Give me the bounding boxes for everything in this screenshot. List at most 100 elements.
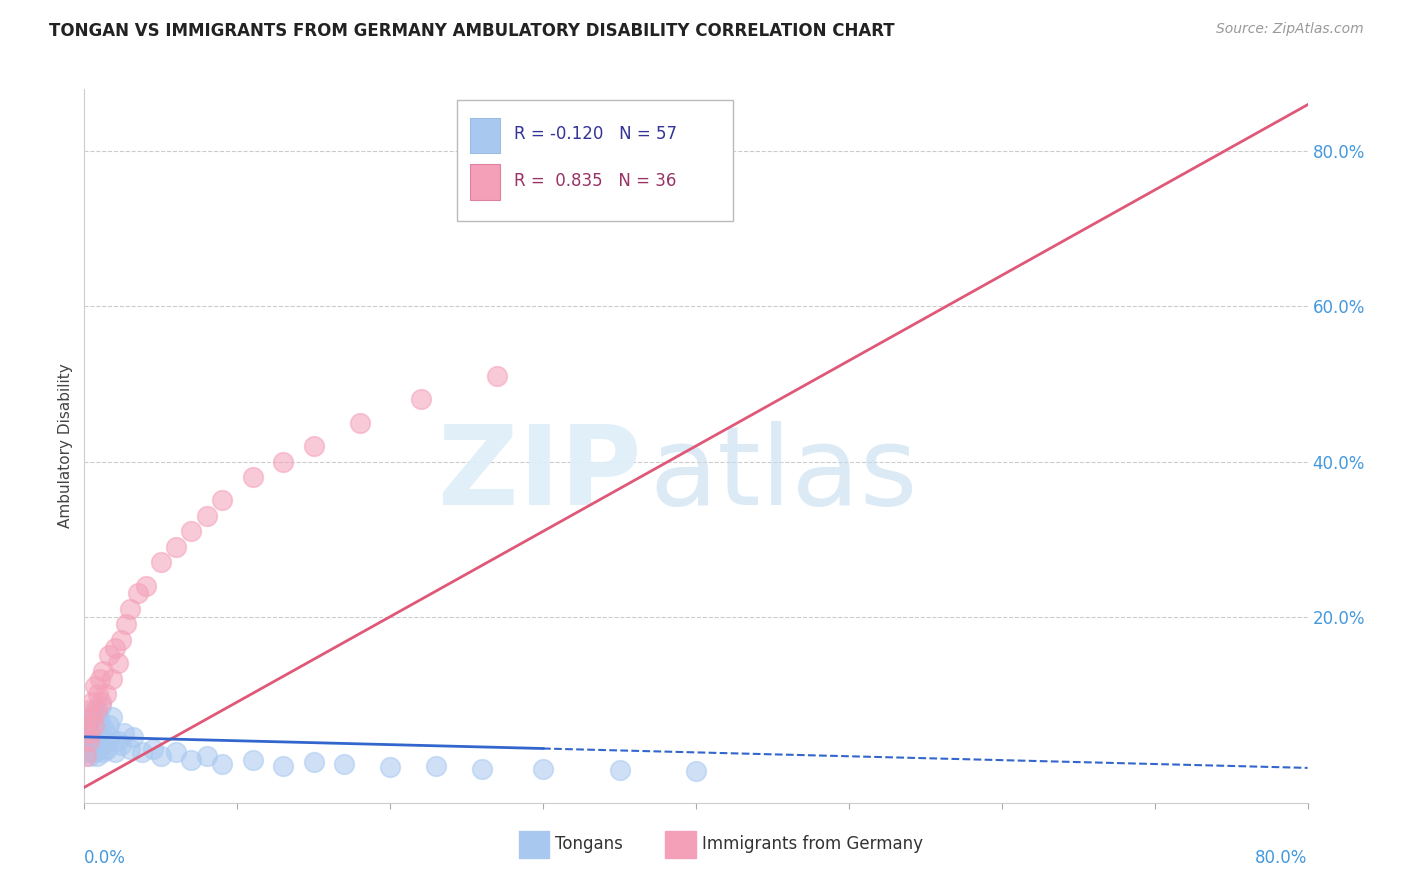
Point [486,369,509,384]
Point [135,579,157,593]
Point [77,718,100,732]
Point [180,524,202,539]
Point [104,745,127,759]
Point [409,392,432,407]
Point [80,733,103,747]
Point [380,760,402,774]
Point [165,745,187,759]
Point [271,454,294,468]
Point [83,722,105,736]
Point [149,749,172,764]
Point [165,540,187,554]
Point [107,656,129,670]
Point [101,672,124,686]
Point [425,758,447,772]
Point [86,703,108,717]
Point [86,749,108,764]
Point [77,738,100,752]
Point [211,493,233,508]
Point [83,718,105,732]
Point [609,763,631,777]
Point [76,745,98,759]
Point [89,741,111,756]
Point [110,632,132,647]
Point [131,745,153,759]
Point [80,714,103,729]
Point [271,758,294,772]
FancyBboxPatch shape [470,164,501,200]
Point [94,687,117,701]
Point [84,718,107,732]
Point [80,695,103,709]
Text: TONGAN VS IMMIGRANTS FROM GERMANY AMBULATORY DISABILITY CORRELATION CHART: TONGAN VS IMMIGRANTS FROM GERMANY AMBULA… [49,22,894,40]
Point [180,753,202,767]
Point [83,745,105,759]
Point [142,741,165,756]
Point [76,726,98,740]
Text: R =  0.835   N = 36: R = 0.835 N = 36 [513,171,676,189]
Point [84,703,107,717]
Point [86,722,108,736]
Point [90,726,112,740]
Point [79,722,101,736]
Text: 0.0%: 0.0% [84,849,127,867]
Point [578,183,600,197]
Point [87,730,110,744]
Point [77,733,100,747]
Point [80,741,103,756]
Point [685,764,707,778]
Point [89,714,111,729]
Point [110,738,132,752]
Point [80,726,103,740]
Point [93,722,115,736]
Point [96,741,118,756]
Point [302,439,325,453]
Point [149,555,172,569]
Point [79,726,101,740]
FancyBboxPatch shape [457,100,733,221]
FancyBboxPatch shape [665,831,696,858]
Point [471,762,494,776]
Point [302,756,325,770]
Point [75,741,97,756]
Point [120,741,142,756]
Point [90,698,112,713]
Point [122,730,145,744]
Point [211,757,233,772]
Point [84,680,107,694]
Point [87,706,110,721]
Point [349,416,371,430]
Point [195,749,218,764]
Point [76,718,98,732]
Point [98,730,121,744]
Point [114,617,136,632]
Text: Source: ZipAtlas.com: Source: ZipAtlas.com [1216,22,1364,37]
Point [104,640,127,655]
FancyBboxPatch shape [470,118,501,153]
Point [86,733,108,747]
Text: 80.0%: 80.0% [1256,849,1308,867]
FancyBboxPatch shape [519,831,550,858]
Point [80,710,103,724]
Text: Tongans: Tongans [555,835,623,853]
Point [89,672,111,686]
Point [120,602,142,616]
Point [112,726,135,740]
Point [107,733,129,747]
Point [97,718,120,732]
Point [195,508,218,523]
Point [91,664,114,678]
Point [83,710,105,724]
Text: ZIP: ZIP [437,421,641,528]
Point [94,733,117,747]
Point [75,749,97,764]
Y-axis label: Ambulatory Disability: Ambulatory Disability [58,364,73,528]
Point [90,695,112,709]
Point [84,738,107,752]
Point [79,730,101,744]
Point [242,470,264,484]
Text: R = -0.120   N = 57: R = -0.120 N = 57 [513,125,676,143]
Point [531,763,554,777]
Text: atlas: atlas [650,421,918,528]
Point [87,687,110,701]
